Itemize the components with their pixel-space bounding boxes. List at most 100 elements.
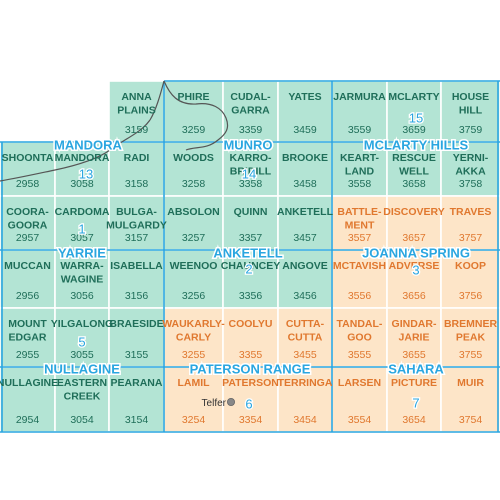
sheet-cell-3458[interactable]	[277, 141, 333, 197]
coastline	[163, 80, 229, 151]
sheet-name-eastern-creek: CREEK	[64, 391, 101, 403]
coastline-joint	[149, 80, 165, 121]
sheet-name-yates: YATES	[288, 91, 321, 103]
sheet-cell-3556[interactable]	[331, 249, 388, 309]
sheet-number-3654: 3654	[402, 414, 426, 426]
sheet-name-traves: TRAVES	[450, 206, 492, 218]
sheet-name-keart-land: LAND	[345, 166, 375, 178]
sheet-cell-3355[interactable]	[222, 307, 279, 368]
sheet-number-3254: 3254	[182, 414, 206, 426]
sheet-number-3758: 3758	[459, 178, 483, 190]
region-name-paterson-range[interactable]: PATERSON RANGE	[188, 360, 312, 378]
region-number-joanna-spring: 3	[412, 262, 419, 277]
region-labels-layer: MANDORA 13 MUNRO 14 MCLARTY HILLS 15 YARRIE 1 AN…	[43, 109, 472, 413]
sheet-name-weenoo: WEENOO	[170, 260, 218, 272]
sheet-name-mandora: MANDORA	[55, 152, 110, 164]
region-name-anketell[interactable]: ANKETELL	[212, 244, 284, 262]
region-number-mandora: 13	[79, 166, 93, 181]
region-name-joanna-spring[interactable]: JOANNA SPRING	[361, 244, 472, 262]
region-name-yarrie[interactable]: YARRIE	[57, 244, 108, 262]
sheet-cell-2956[interactable]	[0, 249, 56, 309]
sheet-name-rescue-well: RESCUE	[392, 152, 436, 164]
sheet-name-adverse: ADVERSE	[389, 260, 440, 272]
sheet-cell-3457[interactable]	[277, 195, 333, 251]
sheet-name-muir: MUIR	[457, 377, 484, 389]
sheet-cell-3158[interactable]	[108, 141, 165, 197]
sheet-number-3656: 3656	[402, 290, 426, 302]
sheet-number-2956: 2956	[16, 290, 40, 302]
sheet-name-lamil: LAMIL	[177, 377, 210, 389]
sheet-name-warra-wagine: WARRA-	[60, 260, 104, 272]
sheet-number-3359: 3359	[239, 124, 263, 136]
region-name-nullagine[interactable]: NULLAGINE	[43, 360, 122, 378]
sheet-number-3058: 3058	[70, 178, 94, 190]
sheet-name-koop: KOOP	[455, 260, 486, 272]
sheet-number-3555: 3555	[348, 349, 372, 361]
sheet-cells-layer	[0, 80, 500, 433]
sheet-number-3258: 3258	[182, 178, 206, 190]
region-number-sahara: 7	[412, 395, 419, 410]
sheet-name-bulga-mulgardy: MULGARDY	[106, 220, 167, 232]
region-name-mclarty-hills[interactable]: MCLARTY HILLS	[362, 136, 470, 154]
sheet-name-tandal-goo: TANDAL-	[337, 318, 383, 330]
sheet-name-eastern-creek: EASTERN	[57, 377, 107, 389]
sheet-name-waukarly-carly: WAUKARLY-	[162, 318, 225, 330]
sheet-cell-3454[interactable]	[277, 366, 333, 433]
sheet-name-discovery: DISCOVERY	[383, 206, 444, 218]
sheet-name-mount-edgar: EDGAR	[9, 332, 47, 344]
sheet-number-3557: 3557	[348, 232, 372, 244]
sheet-name-cutta-cutta: CUTTA-	[286, 318, 325, 330]
sheet-number-3354: 3354	[239, 414, 263, 426]
sheet-name-house-hill: HOUSE	[452, 91, 489, 103]
sheet-name-tandal-goo: GOO	[347, 332, 372, 344]
sheet-number-3158: 3158	[125, 178, 149, 190]
sheet-cell-3356[interactable]	[222, 249, 279, 309]
region-number-munro: 14	[242, 166, 256, 181]
sheet-name-absolon: ABSOLON	[167, 206, 220, 218]
sheet-cell-3057[interactable]	[54, 195, 110, 251]
sheet-name-warra-wagine: WAGINE	[61, 274, 104, 286]
sheet-number-3754: 3754	[459, 414, 483, 426]
sheet-cell-3655[interactable]	[386, 307, 442, 368]
sheet-name-coolyu: COOLYU	[229, 318, 273, 330]
ocean-area	[0, 81, 109, 142]
sheet-cell-3255[interactable]	[163, 307, 224, 368]
sheet-number-3057: 3057	[70, 232, 94, 244]
sheet-name-cudal-garra: GARRA	[231, 105, 270, 117]
sheet-number-3459: 3459	[293, 124, 317, 136]
sheet-name-house-hill: HILL	[459, 105, 483, 117]
sheet-cell-3259[interactable]	[163, 80, 224, 143]
sheet-name-coora-goora: GOORA	[8, 220, 48, 232]
sheet-number-3356: 3356	[239, 290, 263, 302]
sheet-number-3259: 3259	[182, 124, 206, 136]
region-boundaries-layer	[0, 80, 500, 433]
sheet-number-3756: 3756	[459, 290, 483, 302]
sheet-cell-3455[interactable]	[277, 307, 333, 368]
sheet-cell-3754[interactable]	[440, 366, 500, 433]
sheet-name-mctavish: MCTAVISH	[333, 260, 386, 272]
sheet-number-3257: 3257	[182, 232, 206, 244]
sheet-name-karro-bridill: KARRO-	[230, 152, 272, 164]
sheet-name-yilgalong: YILGALONG	[51, 318, 113, 330]
sheet-name-shoonta: SHOONTA	[2, 152, 54, 164]
sheet-cell-3659[interactable]	[386, 80, 442, 143]
sheet-name-pearana: PEARANA	[111, 377, 163, 389]
sheet-cell-3157[interactable]	[108, 195, 165, 251]
region-name-munro[interactable]: MUNRO	[222, 136, 274, 154]
sheet-name-braeside: BRAESIDE	[109, 318, 163, 330]
sheet-number-3659: 3659	[402, 124, 426, 136]
sheet-number-3456: 3456	[293, 290, 317, 302]
sheet-number-3256: 3256	[182, 290, 206, 302]
sheet-cell-3657[interactable]	[386, 195, 442, 251]
sheet-name-bremner-peak: PEAK	[456, 332, 486, 344]
sheet-number-2955: 2955	[16, 349, 40, 361]
sheet-number-3457: 3457	[293, 232, 317, 244]
sheet-name-yerni-akka: AKKA	[455, 166, 486, 178]
sheet-cell-2955[interactable]	[0, 307, 56, 368]
sheet-number-3159: 3159	[125, 124, 149, 136]
telfer-town-marker[interactable]	[226, 397, 235, 406]
sheet-number-3559: 3559	[348, 124, 372, 136]
region-name-mandora[interactable]: MANDORA	[53, 136, 124, 154]
region-name-sahara[interactable]: SAHARA	[387, 360, 446, 378]
